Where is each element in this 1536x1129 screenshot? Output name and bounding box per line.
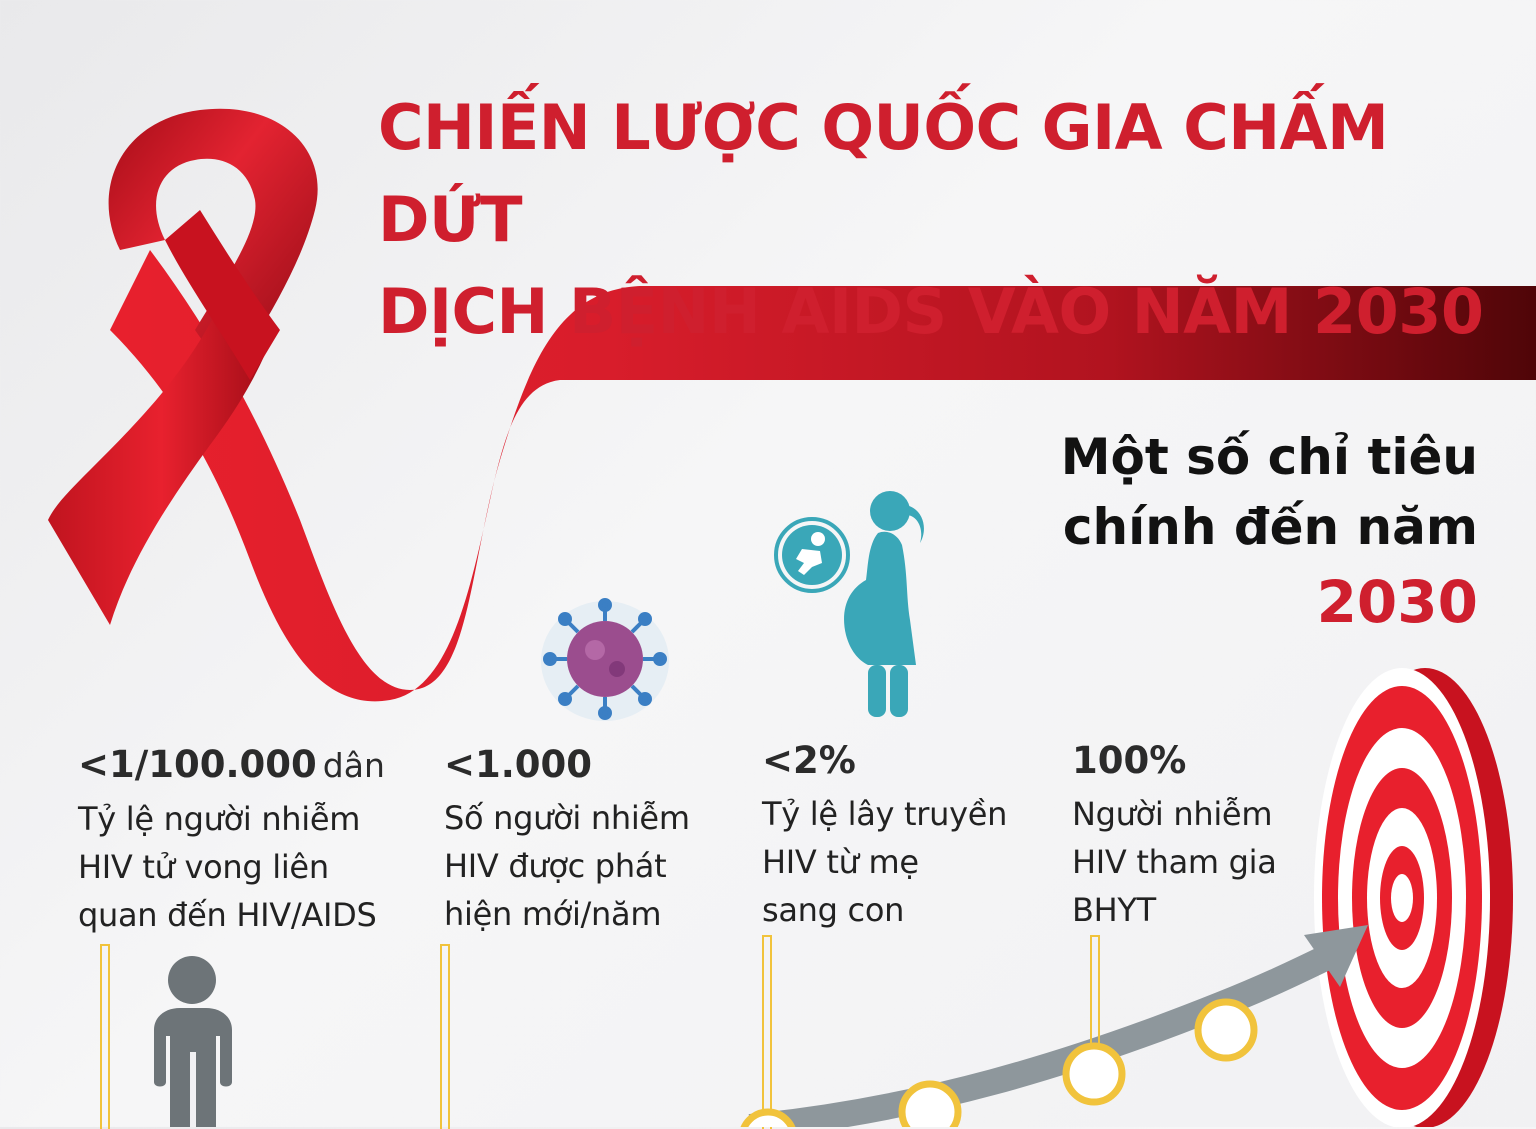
milestone-circle (1062, 1042, 1126, 1106)
stat-value: <1/100.000 dân (78, 740, 418, 791)
stat-insurance: 100% Người nhiễm HIV tham gia BHYT (1072, 736, 1312, 934)
stat-value: 100% (1072, 736, 1312, 786)
milestone-circle (740, 1108, 796, 1127)
red-ribbon-icon (48, 108, 1536, 702)
title-line-2: DỊCH BỆNH AIDS VÀO NĂM 2030 (378, 275, 1484, 348)
stat-description: Người nhiễm HIV tham gia BHYT (1072, 790, 1312, 934)
person-icon (154, 956, 232, 1127)
target-icon (1314, 668, 1513, 1127)
stem-4 (1090, 935, 1100, 1052)
stat-desc-line: Tỷ lệ người nhiễm (78, 800, 361, 838)
stat-desc-line: quan đến HIV/AIDS (78, 896, 377, 934)
milestone-circle (898, 1080, 962, 1127)
stat-description: Số người nhiễm HIV được phát hiện mới/nă… (444, 794, 744, 938)
milestone-circles (740, 998, 1258, 1127)
baby-icon (774, 517, 850, 593)
arrow-icon (748, 925, 1368, 1127)
stat-value: <1.000 (444, 740, 744, 790)
stat-value: <2% (762, 736, 1062, 786)
stat-desc-line: HIV tham gia (1072, 843, 1277, 881)
stat-desc-line: Người nhiễm (1072, 795, 1273, 833)
stat-desc-line: hiện mới/năm (444, 895, 662, 933)
subtitle-year: 2030 (1316, 568, 1478, 636)
stat-number: 100% (1072, 739, 1187, 782)
stem-1 (100, 944, 110, 1129)
pregnant-woman-icon (844, 491, 924, 717)
stat-desc-line: BHYT (1072, 891, 1156, 929)
virus-icon (541, 598, 669, 721)
stat-number: <1.000 (444, 743, 593, 786)
stat-unit: dân (322, 746, 385, 785)
subtitle-line-1: Một số chỉ tiêu (1060, 428, 1478, 486)
subtitle: Một số chỉ tiêu chính đến năm 2030 (1018, 422, 1478, 642)
stat-number: <1/100.000 (78, 743, 317, 786)
stat-desc-line: HIV được phát (444, 847, 667, 885)
title-line-1: CHIẾN LƯỢC QUỐC GIA CHẤM DỨT (378, 91, 1389, 256)
stat-new-infections: <1.000 Số người nhiễm HIV được phát hiện… (444, 740, 744, 938)
stat-desc-line: Số người nhiễm (444, 799, 690, 837)
subtitle-line-2: chính đến năm (1062, 498, 1478, 556)
stat-mortality: <1/100.000 dân Tỷ lệ người nhiễm HIV tử v… (78, 740, 418, 939)
stat-description: Tỷ lệ lây truyền HIV từ mẹ sang con (762, 790, 1062, 934)
stat-number: <2% (762, 739, 856, 782)
stat-mother-to-child: <2% Tỷ lệ lây truyền HIV từ mẹ sang con (762, 736, 1062, 934)
stat-desc-line: HIV tử vong liên (78, 848, 329, 886)
stat-desc-line: Tỷ lệ lây truyền (762, 795, 1008, 833)
page-title: CHIẾN LƯỢC QUỐC GIA CHẤM DỨT DỊCH BỆNH A… (378, 82, 1518, 358)
stat-desc-line: HIV từ mẹ (762, 843, 919, 881)
stem-2 (440, 944, 450, 1129)
milestone-circle (1194, 998, 1258, 1062)
stat-description: Tỷ lệ người nhiễm HIV tử vong liên quan … (78, 795, 418, 939)
stem-3 (762, 935, 772, 1129)
stat-desc-line: sang con (762, 891, 905, 929)
